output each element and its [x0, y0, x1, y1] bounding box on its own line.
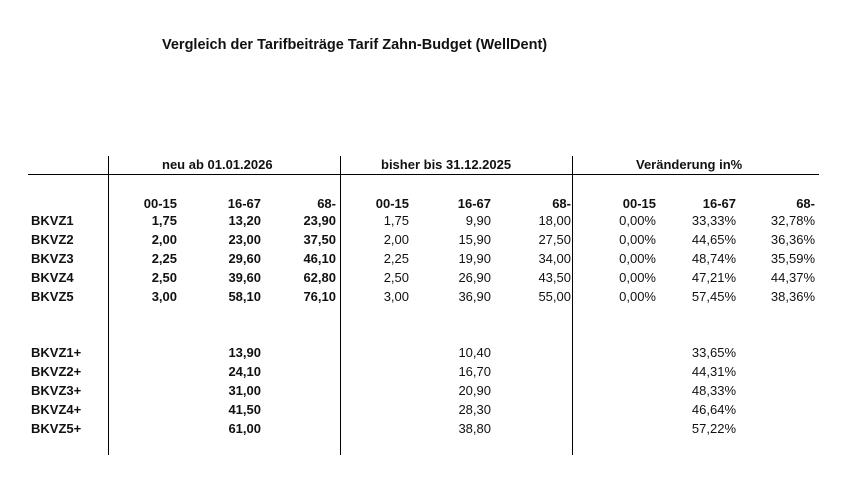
cell-bisher: 43,50 — [538, 270, 571, 285]
cell-bisher: 3,00 — [383, 289, 409, 304]
cell-neu: 3,00 — [151, 289, 177, 304]
plus-row-label: BKVZ5+ — [31, 421, 82, 436]
cell-neu: 23,90 — [303, 213, 336, 228]
cell-neu: 23,00 — [228, 232, 261, 247]
plus-cell-change: 46,64% — [691, 402, 736, 417]
row-label: BKVZ5 — [31, 289, 74, 304]
cell-neu: 13,20 — [228, 213, 261, 228]
plus-cell-bisher: 10,40 — [458, 345, 491, 360]
plus-cell-bisher: 28,30 — [458, 402, 491, 417]
plus-row-label: BKVZ2+ — [31, 364, 82, 379]
row-label: BKVZ2 — [31, 232, 74, 247]
group-header-veraenderung: Veränderung in% — [636, 157, 743, 172]
cell-bisher: 2,50 — [383, 270, 409, 285]
plus-cell-neu: 61,00 — [228, 421, 261, 436]
cell-bisher: 55,00 — [538, 289, 571, 304]
plus-cell-neu: 31,00 — [228, 383, 261, 398]
cell-change: 36,36% — [770, 232, 815, 247]
column-divider-1 — [108, 156, 109, 455]
cell-change: 0,00% — [619, 213, 656, 228]
cell-change: 38,36% — [770, 289, 815, 304]
cell-bisher: 9,90 — [465, 213, 491, 228]
cell-neu: 1,75 — [151, 213, 177, 228]
age-header: 16-67 — [457, 196, 491, 211]
plus-cell-neu: 41,50 — [228, 402, 261, 417]
cell-neu: 62,80 — [303, 270, 336, 285]
cell-change: 47,21% — [691, 270, 736, 285]
cell-change: 33,33% — [691, 213, 736, 228]
cell-neu: 2,00 — [151, 232, 177, 247]
age-header: 68- — [796, 196, 815, 211]
cell-bisher: 26,90 — [458, 270, 491, 285]
cell-change: 44,65% — [691, 232, 736, 247]
cell-change: 48,74% — [691, 251, 736, 266]
cell-bisher: 34,00 — [538, 251, 571, 266]
row-label: BKVZ4 — [31, 270, 74, 285]
header-divider — [28, 174, 819, 175]
plus-cell-bisher: 38,80 — [458, 421, 491, 436]
age-header: 68- — [317, 196, 336, 211]
age-header: 68- — [552, 196, 571, 211]
age-header: 00-15 — [143, 196, 177, 211]
plus-row-label: BKVZ4+ — [31, 402, 82, 417]
column-divider-2 — [340, 156, 341, 455]
column-divider-3 — [572, 156, 573, 455]
age-header: 16-67 — [702, 196, 736, 211]
row-label: BKVZ1 — [31, 213, 74, 228]
cell-bisher: 2,00 — [383, 232, 409, 247]
cell-neu: 76,10 — [303, 289, 336, 304]
row-label: BKVZ3 — [31, 251, 74, 266]
age-header: 00-15 — [375, 196, 409, 211]
cell-change: 32,78% — [770, 213, 815, 228]
cell-bisher: 1,75 — [383, 213, 409, 228]
cell-neu: 39,60 — [228, 270, 261, 285]
cell-bisher: 18,00 — [538, 213, 571, 228]
group-header-bisher: bisher bis 31.12.2025 — [381, 157, 512, 172]
cell-bisher: 19,90 — [458, 251, 491, 266]
plus-cell-bisher: 20,90 — [458, 383, 491, 398]
cell-change: 0,00% — [619, 251, 656, 266]
plus-row-label: BKVZ1+ — [31, 345, 82, 360]
plus-cell-neu: 13,90 — [228, 345, 261, 360]
cell-bisher: 2,25 — [383, 251, 409, 266]
age-header: 00-15 — [622, 196, 656, 211]
plus-cell-bisher: 16,70 — [458, 364, 491, 379]
cell-neu: 46,10 — [303, 251, 336, 266]
cell-bisher: 27,50 — [538, 232, 571, 247]
cell-change: 0,00% — [619, 270, 656, 285]
cell-change: 57,45% — [691, 289, 736, 304]
cell-bisher: 36,90 — [458, 289, 491, 304]
plus-row-label: BKVZ3+ — [31, 383, 82, 398]
group-header-neu: neu ab 01.01.2026 — [162, 157, 273, 172]
cell-change: 0,00% — [619, 289, 656, 304]
plus-cell-change: 48,33% — [691, 383, 736, 398]
cell-neu: 29,60 — [228, 251, 261, 266]
cell-neu: 37,50 — [303, 232, 336, 247]
plus-cell-neu: 24,10 — [228, 364, 261, 379]
page-title: Vergleich der Tarifbeiträge Tarif Zahn-B… — [162, 37, 548, 53]
plus-cell-change: 44,31% — [691, 364, 736, 379]
cell-change: 35,59% — [770, 251, 815, 266]
plus-cell-change: 33,65% — [691, 345, 736, 360]
cell-neu: 58,10 — [228, 289, 261, 304]
cell-change: 0,00% — [619, 232, 656, 247]
plus-cell-change: 57,22% — [691, 421, 736, 436]
cell-change: 44,37% — [770, 270, 815, 285]
cell-bisher: 15,90 — [458, 232, 491, 247]
age-header: 16-67 — [227, 196, 261, 211]
cell-neu: 2,25 — [151, 251, 177, 266]
cell-neu: 2,50 — [151, 270, 177, 285]
